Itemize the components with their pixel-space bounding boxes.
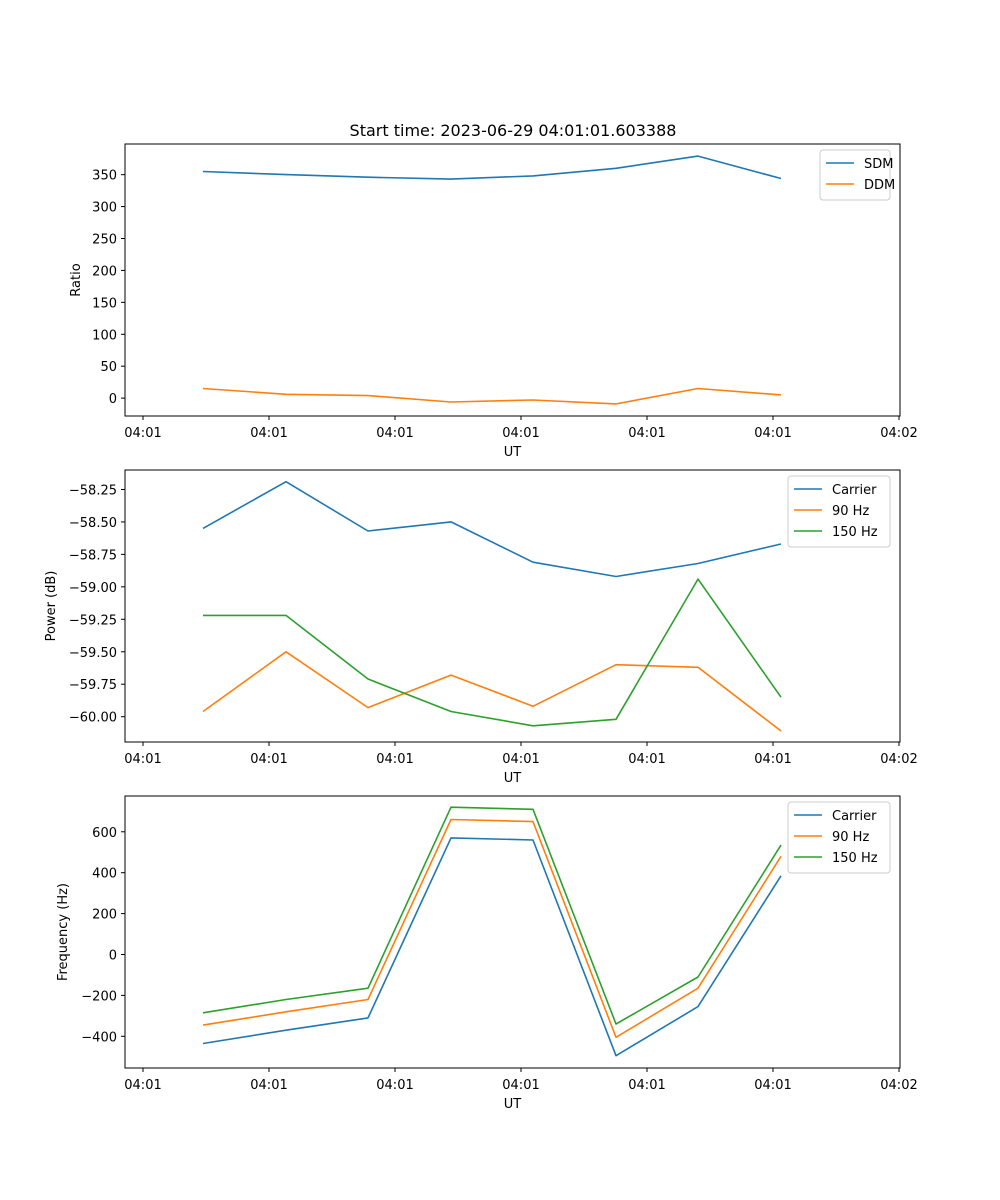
legend-box [787,475,891,548]
plot-frame [124,469,901,743]
series-line-carrier [202,480,782,578]
legend-label: Carrier [832,809,877,824]
x-tick-label: 04:02 [880,752,917,767]
legend-label: 150 Hz [832,525,878,540]
y-tick-label: 250 [92,232,117,247]
x-axis-label: UT [504,1097,522,1112]
legend-label: DDM [864,178,895,193]
x-tick-label: 04:01 [124,1078,161,1093]
y-tick-label: 200 [92,908,117,923]
y-tick-label: 300 [92,201,117,216]
x-axis-label: UT [504,445,522,460]
x-tick-label: 04:01 [124,752,161,767]
y-tick-label: −58.50 [69,516,117,531]
subplot-3: 04:01 04:01 04:01 04:01 04:01 04:01 04:02 −400 −… [56,795,918,1112]
legend-box [787,801,891,874]
x-tick-label: 04:01 [250,1078,287,1093]
y-tick-label: −58.75 [69,548,117,563]
series-line-carrier [202,837,782,1057]
subplot-2: 04:01 04:01 04:01 04:01 04:01 04:01 04:02 −60.0… [44,469,918,786]
x-tick-label: 04:01 [376,752,413,767]
y-axis-label: Ratio [69,263,84,296]
x-tick-label: 04:01 [628,426,665,441]
x-tick-label: 04:02 [880,1078,917,1093]
y-tick-label: 400 [92,867,117,882]
series-line-90-hz [202,818,782,1039]
y-tick-label: −59.75 [69,678,117,693]
y-tick-label: 0 [109,948,117,963]
legend-label: Carrier [832,483,877,498]
legend: Carrier 90 Hz 150 Hz [787,475,891,548]
legend-label: 90 Hz [832,830,869,845]
series-line-150-hz [202,806,782,1025]
series-line-sdm [202,155,782,180]
y-tick-label: −59.50 [69,646,117,661]
subplot-1: 04:01 04:01 04:01 04:01 04:01 04:01 04:02 0 50 10… [69,143,918,460]
y-tick-label: −400 [81,1030,117,1045]
y-tick-label: 50 [100,360,117,375]
x-tick-label: 04:01 [502,426,539,441]
x-tick-label: 04:01 [628,1078,665,1093]
y-tick-label: 200 [92,264,117,279]
series-line-ddm [202,387,782,405]
legend-label: SDM [864,157,893,172]
x-tick-label: 04:01 [502,752,539,767]
y-tick-label: −59.00 [69,581,117,596]
x-tick-label: 04:01 [376,426,413,441]
legend: Carrier 90 Hz 150 Hz [787,801,891,874]
x-tick-label: 04:01 [754,1078,791,1093]
y-axis-label: Power (dB) [44,571,59,642]
x-tick-label: 04:01 [376,1078,413,1093]
legend: SDM DDM [819,149,895,201]
y-tick-label: 100 [92,328,117,343]
plots-layer: 04:01 04:01 04:01 04:01 04:01 04:01 04:02 0 50 10… [44,143,918,1112]
y-tick-label: 150 [92,296,117,311]
x-tick-label: 04:01 [754,426,791,441]
plot-frame [124,795,901,1069]
x-tick-label: 04:01 [250,426,287,441]
y-tick-label: 350 [92,169,117,184]
x-tick-label: 04:02 [880,426,917,441]
legend-label: 90 Hz [832,504,869,519]
y-tick-label: 600 [92,826,117,841]
legend-label: 150 Hz [832,851,878,866]
series-line-150-hz [203,578,782,727]
x-tick-label: 04:01 [628,752,665,767]
x-tick-label: 04:01 [124,426,161,441]
y-tick-label: 0 [109,392,117,407]
x-axis-label: UT [504,771,522,786]
y-tick-label: −60.00 [69,711,117,726]
x-tick-label: 04:01 [250,752,287,767]
x-tick-label: 04:01 [754,752,791,767]
plot-frame [124,143,901,417]
y-tick-label: −58.25 [69,483,117,498]
figure-title: Start time: 2023-06-29 04:01:01.603388 [350,121,677,140]
series-line-90-hz [202,650,782,732]
y-tick-label: −59.25 [69,613,117,628]
y-tick-label: −200 [81,989,117,1004]
x-tick-label: 04:01 [502,1078,539,1093]
y-axis-label: Frequency (Hz) [56,883,71,981]
